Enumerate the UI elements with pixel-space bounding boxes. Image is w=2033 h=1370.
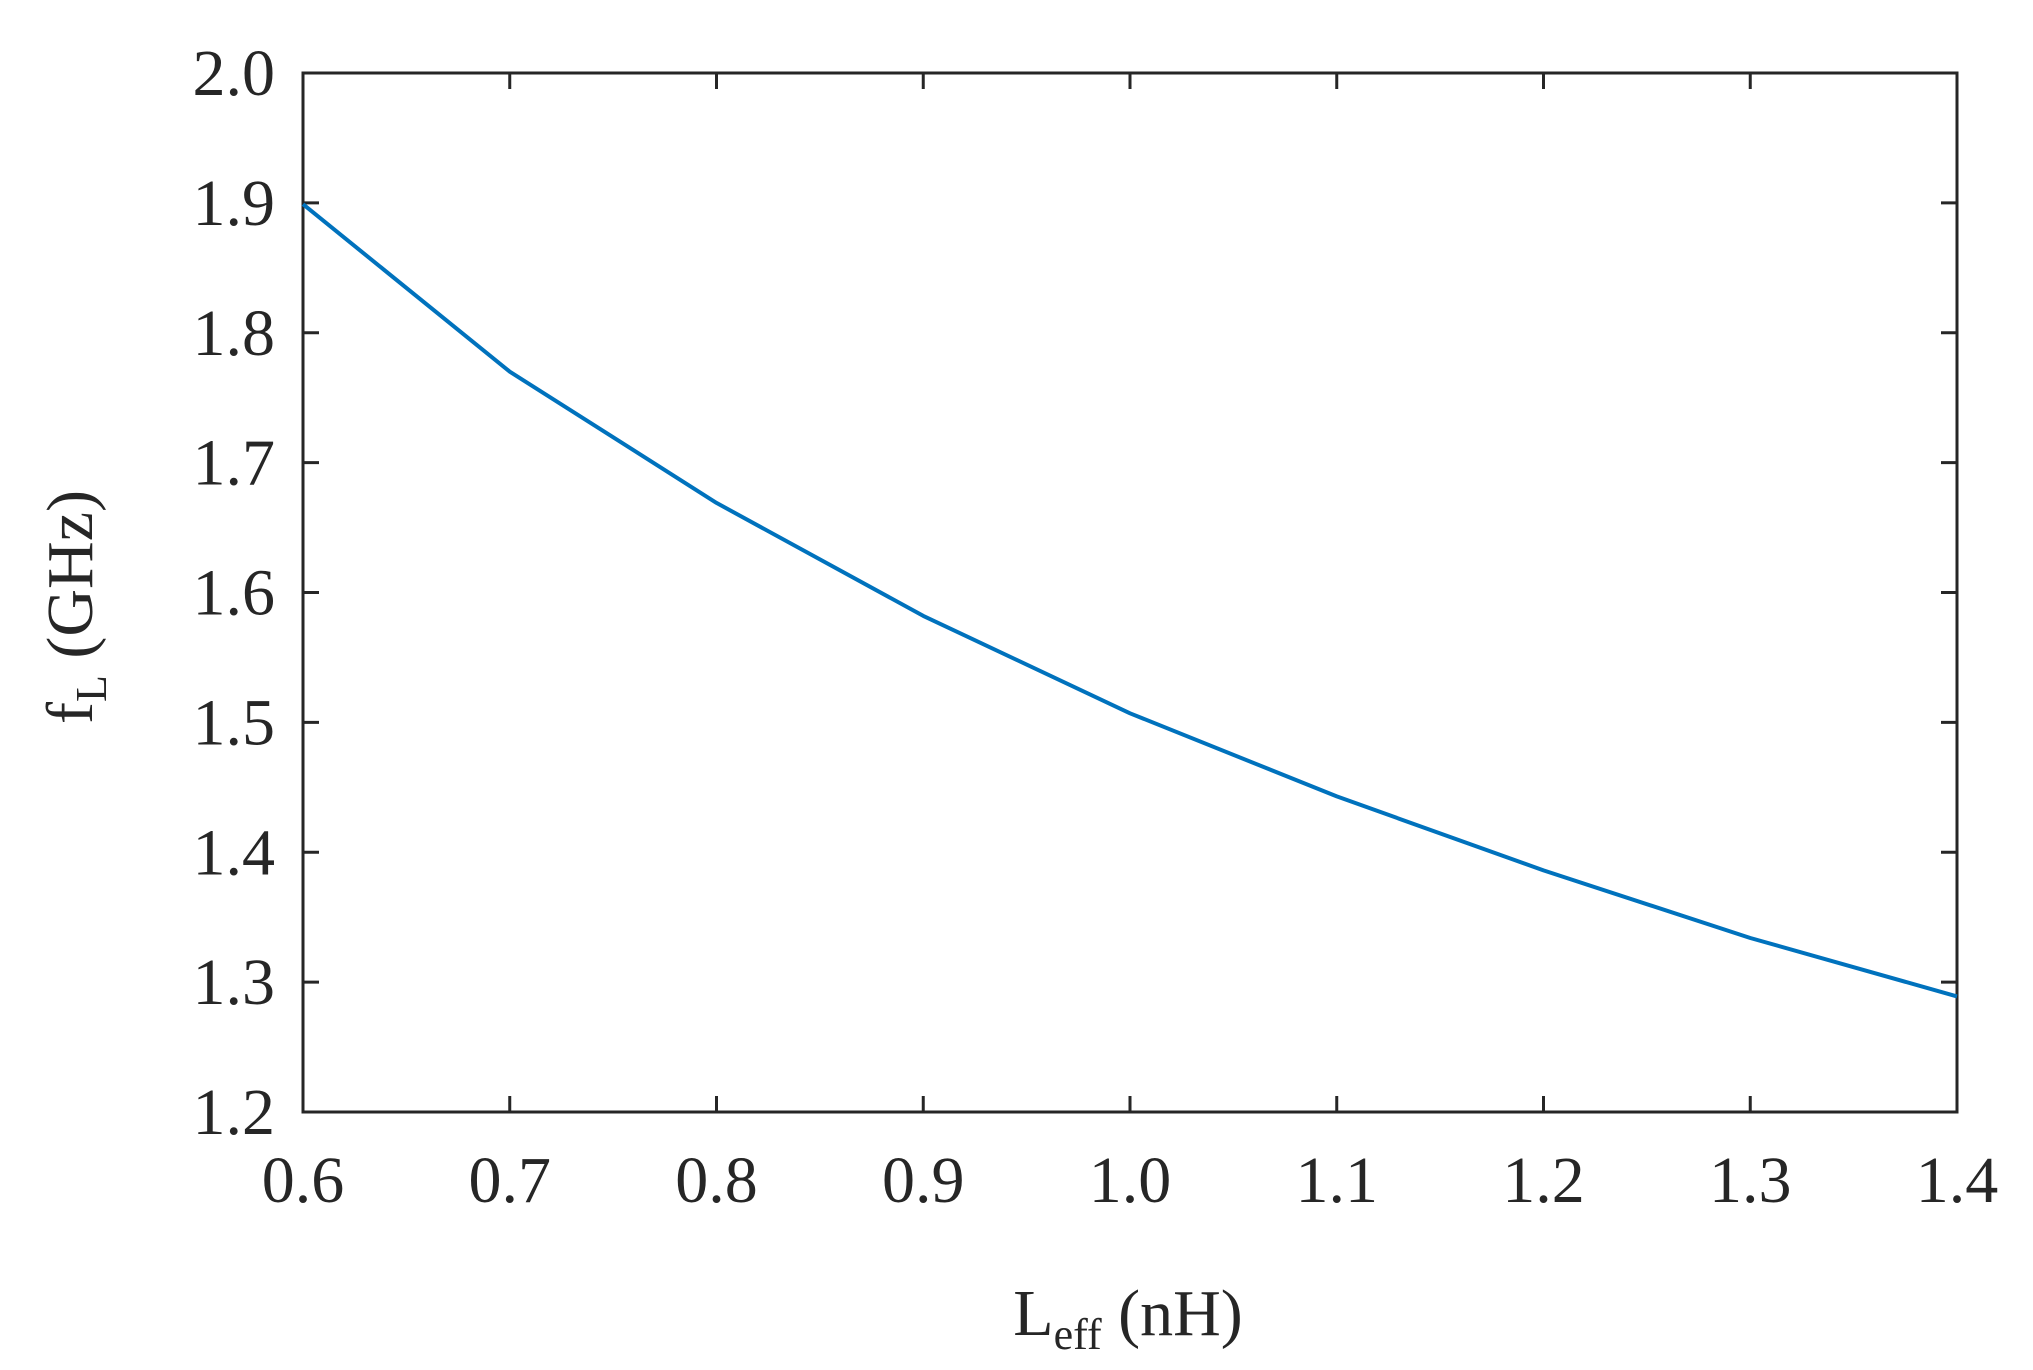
x-tick-label: 0.8 [675, 1144, 758, 1217]
axis-ticks [301, 71, 1959, 1114]
y-tick-label: 1.5 [193, 686, 276, 759]
y-axis-title: fL (GHz) [34, 490, 116, 724]
x-tick-label: 1.3 [1709, 1144, 1792, 1217]
series-layer [301, 202, 1958, 999]
y-tick-label: 1.7 [193, 427, 276, 500]
series-line [301, 202, 1958, 999]
y-tick-labels: 1.2 1.3 1.4 1.5 1.6 1.7 1.8 1.9 2.0 [193, 37, 276, 1149]
x-axis-title-unit: (nH) [1102, 1277, 1243, 1350]
plot-frame [301, 71, 1959, 1114]
x-axis-title: Leff (nH) [1013, 1277, 1243, 1359]
y-axis-title-subscript: L [67, 675, 116, 702]
x-tick-label: 0.9 [882, 1144, 965, 1217]
x-tick-label: 1.1 [1296, 1144, 1379, 1217]
x-axis-title-subscript: eff [1054, 1310, 1102, 1359]
y-tick-label: 1.9 [193, 167, 276, 240]
y-axis-title-main: f [34, 702, 107, 724]
y-tick-label: 1.2 [193, 1076, 276, 1149]
x-axis-title-main: L [1013, 1277, 1053, 1350]
x-tick-label: 0.6 [262, 1144, 345, 1217]
y-tick-label: 1.3 [193, 946, 276, 1019]
y-tick-label: 1.4 [193, 816, 276, 889]
y-tick-label: 2.0 [193, 37, 276, 110]
x-tick-label: 1.2 [1502, 1144, 1585, 1217]
y-tick-label: 1.8 [193, 297, 276, 370]
x-tick-label: 0.7 [469, 1144, 552, 1217]
x-tick-labels: 0.6 0.7 0.8 0.9 1.0 1.1 1.2 1.3 1.4 [262, 1144, 1999, 1217]
x-tick-label: 1.0 [1089, 1144, 1172, 1217]
x-tick-label: 1.4 [1916, 1144, 1999, 1217]
y-tick-label: 1.6 [193, 557, 276, 630]
y-axis-title-unit: (GHz) [34, 490, 107, 675]
